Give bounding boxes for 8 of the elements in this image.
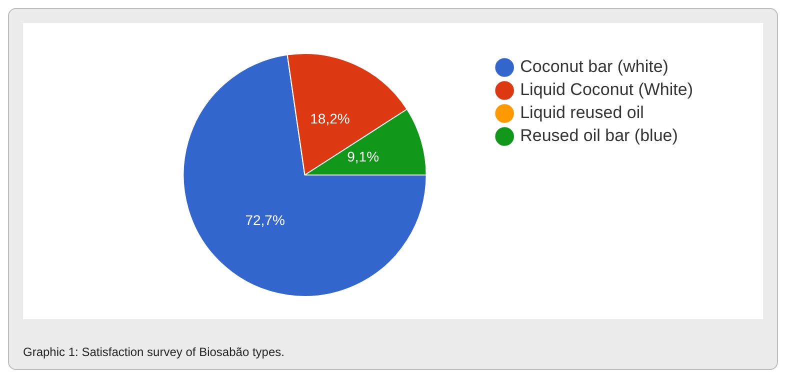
text: Graphic 1: Satisfaction survey of Biosabão types. bbox=[23, 345, 284, 359]
data-label: 9,1% bbox=[347, 148, 380, 165]
legend-label: Liquid reused oil bbox=[520, 103, 644, 122]
data-label: 18,2% bbox=[310, 110, 350, 127]
legend-label: Coconut bar (white) bbox=[520, 57, 668, 76]
data-label: 72,7% bbox=[245, 212, 285, 228]
legend-label: Liquid Coconut (White) bbox=[520, 80, 694, 100]
legend-label: Reused oil bar (blue) bbox=[520, 126, 678, 146]
